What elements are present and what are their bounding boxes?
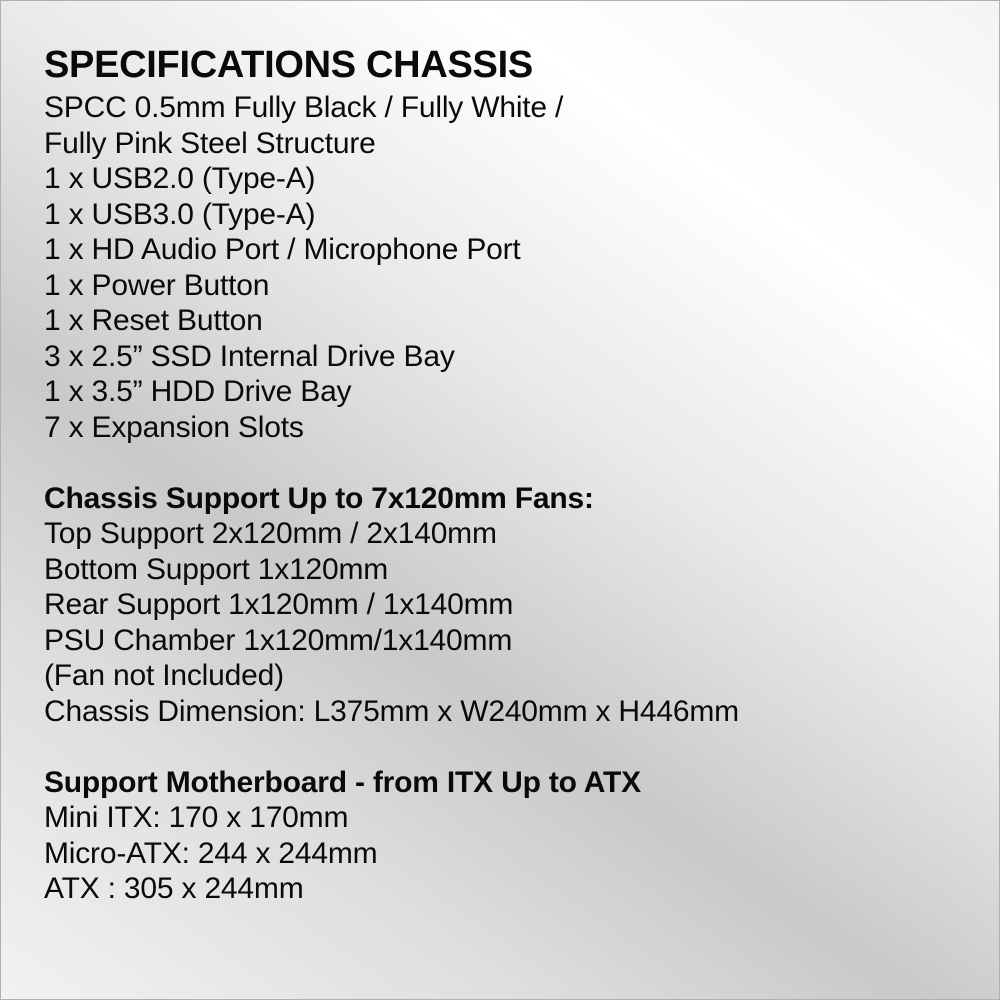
section-heading: Chassis Support Up to 7x120mm Fans: (44, 481, 594, 515)
spec-line: 1 x USB2.0 (Type-A) (44, 162, 316, 195)
spec-sheet: SPECIFICATIONS CHASSIS SPCC 0.5mm Fully … (44, 40, 739, 907)
spec-line: 1 x Reset Button (44, 304, 263, 337)
spec-line: 3 x 2.5” SSD Internal Drive Bay (44, 339, 455, 373)
spec-line: 1 x USB3.0 (Type-A) (44, 197, 316, 231)
section-spacer (44, 445, 739, 481)
section-heading: Support Motherboard - from ITX Up to ATX (44, 765, 641, 799)
spec-line: 1 x HD Audio Port / Microphone Port (44, 233, 521, 266)
section-spacer (44, 729, 739, 765)
spec-line: (Fan not Included) (44, 659, 284, 692)
spec-sections: SPCC 0.5mm Fully Black / Fully White / Fu… (44, 90, 739, 907)
page-title: SPECIFICATIONS CHASSIS (44, 44, 533, 86)
spec-line: Rear Support 1x120mm / 1x140mm (44, 588, 514, 621)
spec-line: Fully Pink Steel Structure (44, 126, 376, 160)
spec-line: PSU Chamber 1x120mm/1x140mm (44, 623, 513, 657)
spec-line: SPCC 0.5mm Fully Black / Fully White / (44, 91, 564, 124)
spec-line: 1 x Power Button (44, 268, 270, 302)
spec-line: 1 x 3.5” HDD Drive Bay (44, 375, 352, 408)
spec-line: Micro-ATX: 244 x 244mm (44, 836, 378, 870)
spec-line: Mini ITX: 170 x 170mm (44, 801, 349, 834)
spec-line: Chassis Dimension: L375mm x W240mm x H44… (44, 694, 739, 728)
spec-line: ATX : 305 x 244mm (44, 872, 304, 905)
spec-line: Bottom Support 1x120mm (44, 552, 389, 586)
spec-line: Top Support 2x120mm / 2x140mm (44, 517, 497, 550)
spec-line: 7 x Expansion Slots (44, 410, 304, 444)
